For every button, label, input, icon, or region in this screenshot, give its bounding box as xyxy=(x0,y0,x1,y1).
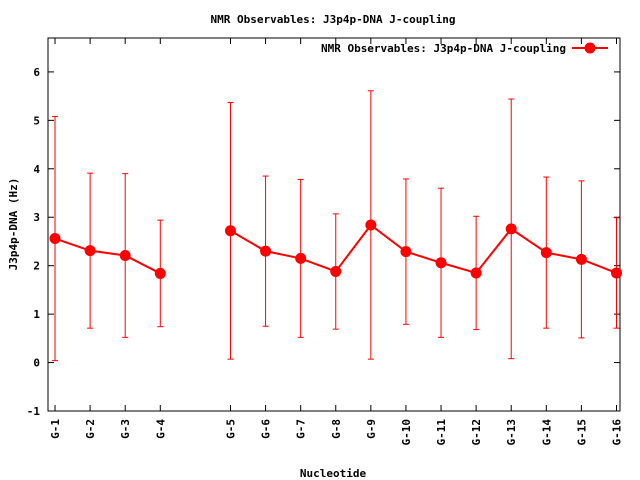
x-tick-label: G-7 xyxy=(295,419,308,439)
x-axis: G-1 G-2 G-3 G-4 G-5 G-6 G-7 G-8 G-9 G-10 G-11 G-12 G… xyxy=(49,38,623,446)
data-point xyxy=(575,253,587,265)
data-point xyxy=(330,265,342,277)
data-point xyxy=(119,250,131,262)
data-point xyxy=(49,233,61,245)
y-tick-label: 5 xyxy=(33,114,40,127)
data-point xyxy=(470,267,482,279)
legend-entry-label: NMR Observables: J3p4p-DNA J-coupling xyxy=(321,42,566,55)
y-axis-label: J3p4p-DNA (Hz) xyxy=(7,178,20,271)
data-point xyxy=(154,267,166,279)
x-tick-label: G-1 xyxy=(49,419,62,439)
x-tick-label: G-2 xyxy=(84,419,97,439)
y-tick-label: 2 xyxy=(33,260,40,273)
series-group xyxy=(49,90,622,362)
data-point xyxy=(224,225,236,237)
data-point xyxy=(435,257,447,269)
y-tick-label: 1 xyxy=(33,308,40,321)
series-line xyxy=(229,223,617,275)
x-tick-label: G-9 xyxy=(365,419,378,439)
data-point xyxy=(295,252,307,264)
x-tick-label: G-10 xyxy=(400,419,413,446)
y-tick-label: 4 xyxy=(33,163,40,176)
x-tick-label: G-13 xyxy=(505,419,518,446)
y-tick-label: 0 xyxy=(33,357,40,370)
data-point xyxy=(365,219,377,231)
y-tick-label: 3 xyxy=(33,211,40,224)
x-tick-label: G-6 xyxy=(260,419,273,439)
data-point xyxy=(260,245,272,257)
data-point xyxy=(540,247,552,259)
x-tick-label: G-14 xyxy=(540,419,553,446)
data-point xyxy=(505,223,517,235)
data-point xyxy=(400,246,412,258)
x-tick-label: G-16 xyxy=(610,419,623,446)
x-tick-label: G-4 xyxy=(154,419,167,439)
y-tick-label: -1 xyxy=(27,405,41,418)
x-tick-label: G-3 xyxy=(119,419,132,439)
x-tick-label: G-11 xyxy=(435,419,448,446)
x-tick-label: G-5 xyxy=(224,419,237,439)
data-point xyxy=(610,267,622,279)
legend: NMR Observables: J3p4p-DNA J-coupling xyxy=(321,42,608,55)
x-tick-label: G-15 xyxy=(575,419,588,446)
x-tick-label: G-8 xyxy=(330,419,343,439)
chart-title: NMR Observables: J3p4p-DNA J-coupling xyxy=(210,13,455,26)
plot-area-frame xyxy=(47,37,621,412)
legend-marker-swatch xyxy=(584,42,596,54)
data-point xyxy=(84,245,96,257)
series-line xyxy=(54,237,161,275)
y-tick-label: 6 xyxy=(33,66,40,79)
x-tick-label: G-12 xyxy=(470,419,483,446)
x-axis-label: Nucleotide xyxy=(300,467,367,480)
